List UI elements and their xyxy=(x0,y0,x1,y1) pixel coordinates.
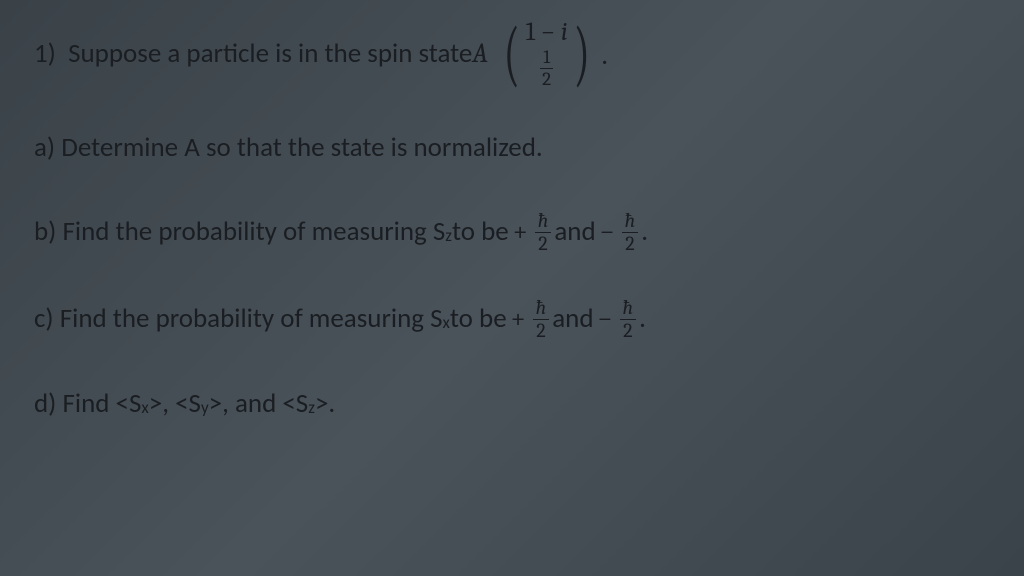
hbar-over-2-neg: ħ 2 xyxy=(620,298,637,341)
problem-statement: 1) Suppose a particle is in the spin sta… xyxy=(34,18,990,89)
part-b-mid: to be xyxy=(452,213,509,251)
part-a-text: Determine A so that the state is normali… xyxy=(61,129,542,167)
spin-state-vector: ( 1 − i 1 2 ) xyxy=(498,18,595,89)
period: . xyxy=(639,300,646,338)
part-a-label: a) xyxy=(34,129,55,167)
problem-intro-text: Suppose a particle is in the spin state xyxy=(68,35,472,73)
den-2: 2 xyxy=(625,233,634,254)
frac-den: 2 xyxy=(542,69,551,89)
problem-number: 1) xyxy=(34,35,56,73)
part-d-mid2: >, and <S xyxy=(209,385,309,423)
part-d-label: d) xyxy=(34,385,56,423)
frac-num: 1 xyxy=(540,48,553,69)
right-paren: ) xyxy=(573,24,590,84)
vector-top-component: 1 − i xyxy=(526,18,568,46)
hbar-over-2: ħ 2 xyxy=(533,298,550,341)
den-2: 2 xyxy=(538,233,547,254)
part-a: a) Determine A so that the state is norm… xyxy=(34,129,990,167)
and-text: and xyxy=(554,213,595,251)
part-b-label: b) xyxy=(34,213,56,251)
part-d-pre: Find <S xyxy=(62,385,141,423)
den-2: 2 xyxy=(623,320,632,341)
den-2: 2 xyxy=(536,320,545,341)
subscript-x: x xyxy=(443,311,450,335)
part-c-label: c) xyxy=(34,300,54,338)
subscript-x: x xyxy=(141,396,148,420)
hbar-num: ħ xyxy=(622,211,639,233)
period: . xyxy=(601,37,608,75)
subscript-z: z xyxy=(308,396,315,420)
minus-sign: − xyxy=(600,213,615,251)
plus-sign: + xyxy=(513,213,528,251)
period: . xyxy=(641,213,648,251)
part-b-pre: Find the probability of measuring S xyxy=(62,213,445,251)
part-c: c) Find the probability of measuring S x… xyxy=(34,298,990,341)
vector-bottom-component: 1 2 xyxy=(540,48,553,89)
hbar-num: ħ xyxy=(535,211,552,233)
part-c-mid: to be xyxy=(450,300,507,338)
hbar-num: ħ xyxy=(533,298,550,320)
hbar-over-2-neg: ħ 2 xyxy=(622,211,639,254)
column-vector: 1 − i 1 2 xyxy=(526,18,568,89)
part-b: b) Find the probability of measuring S z… xyxy=(34,211,990,254)
part-d-post: >. xyxy=(315,385,335,423)
hbar-num: ħ xyxy=(620,298,637,320)
subscript-y: y xyxy=(201,396,209,420)
normalization-constant-A: A xyxy=(472,35,488,73)
part-d-mid1: >, <S xyxy=(149,385,201,423)
minus-sign: − xyxy=(598,300,613,338)
left-paren: ( xyxy=(504,24,521,84)
part-c-pre: Find the probability of measuring S xyxy=(60,300,443,338)
problem-page: 1) Suppose a particle is in the spin sta… xyxy=(0,0,1024,423)
subscript-z: z xyxy=(445,224,452,248)
and-text: and xyxy=(552,300,593,338)
hbar-over-2: ħ 2 xyxy=(535,211,552,254)
part-d: d) Find <S x >, <S y >, and <S z >. xyxy=(34,385,990,423)
plus-sign: + xyxy=(511,300,526,338)
